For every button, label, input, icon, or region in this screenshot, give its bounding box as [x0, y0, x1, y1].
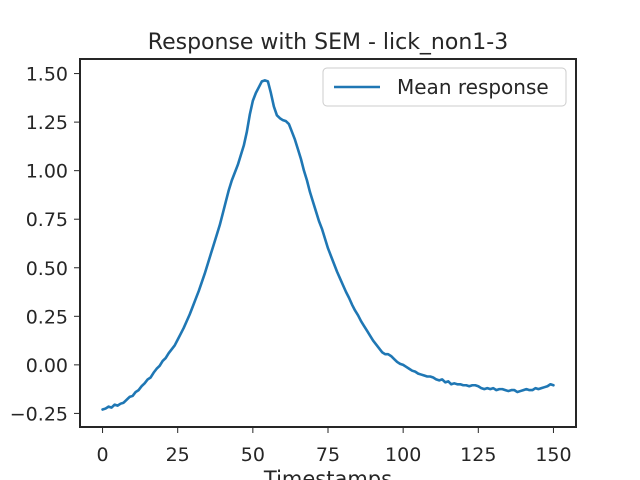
y-tick-label: 1.25: [26, 112, 68, 134]
y-tick-label: 0.00: [26, 355, 68, 377]
x-tick-label: 0: [96, 444, 108, 466]
x-axis-label: Timestamps: [263, 467, 392, 480]
y-tick-label: 1.50: [26, 64, 68, 86]
legend-entry-mean-response: Mean response: [397, 75, 549, 99]
x-tick-label: 75: [316, 444, 340, 466]
y-tick-label: 1.00: [26, 161, 68, 183]
mean-response-line: [101, 79, 555, 411]
x-tick-label: 150: [535, 444, 571, 466]
legend-box: [322, 67, 567, 107]
x-tick-label: 50: [241, 444, 265, 466]
x-axis-ticks: 0 25 50 75 100 125 150: [96, 427, 572, 466]
plot-area-frame: [79, 58, 577, 428]
y-axis-ticks: −0.25 0.00 0.25 0.50 0.75 1.00 1.25 1.50: [10, 64, 80, 425]
y-tick-label: 0.75: [26, 209, 68, 231]
legend: Mean response: [322, 67, 567, 107]
chart-title: Response with SEM - lick_non1-3: [148, 30, 508, 55]
y-tick-label: −0.25: [10, 403, 68, 425]
y-tick-label: 0.25: [26, 306, 68, 328]
x-tick-label: 125: [460, 444, 496, 466]
y-tick-label: 0.50: [26, 258, 68, 280]
x-tick-label: 25: [166, 444, 190, 466]
x-tick-label: 100: [385, 444, 421, 466]
